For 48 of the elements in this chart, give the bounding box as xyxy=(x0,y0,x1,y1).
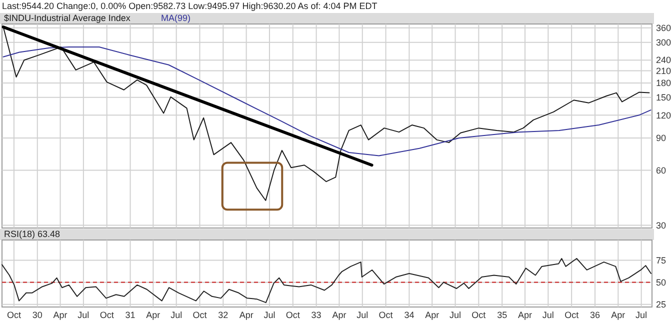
line-series xyxy=(2,46,652,156)
x-tick-label: Jul xyxy=(450,310,462,320)
x-tick-label: Oct xyxy=(564,310,580,320)
y-tick-label: 60 xyxy=(656,165,666,176)
line-series xyxy=(2,26,650,201)
x-tick-label: Oct xyxy=(100,310,114,320)
y-tick-label: 120 xyxy=(656,110,671,120)
y-tick-label: 75 xyxy=(656,255,666,266)
x-tick-label: 35 xyxy=(497,310,508,320)
x-tick-label: Jul xyxy=(170,310,182,320)
x-tick-label: Jul xyxy=(356,310,368,320)
line-series xyxy=(2,258,652,304)
y-tick-label: 360 xyxy=(656,23,671,34)
text: MA(99) xyxy=(161,13,191,23)
x-tick-label: Oct xyxy=(472,310,486,320)
x-tick-label: Jul xyxy=(636,310,648,320)
x-tick-label: 30 xyxy=(32,310,42,320)
x-tick-label: Oct xyxy=(192,310,208,320)
x-tick-label: Apr xyxy=(146,310,160,320)
y-tick-label: 50 xyxy=(656,277,666,288)
x-tick-label: Jul xyxy=(264,310,276,320)
x-tick-label: Oct xyxy=(286,310,300,320)
y-tick-label: 150 xyxy=(656,92,671,103)
x-tick-label: Jul xyxy=(542,310,554,320)
y-tick-label: 210 xyxy=(656,66,671,76)
y-tick-label: 30 xyxy=(656,220,666,230)
y-tick-label: 25 xyxy=(656,300,666,310)
text: RSI(18) 63.48 xyxy=(4,229,60,239)
x-tick-label: Apr xyxy=(425,310,440,320)
y-tick-label: 240 xyxy=(656,55,671,66)
y-tick-label: 300 xyxy=(656,38,671,48)
text: Last:9544.20 Change:0, 0.00% Open:9582.73 Low:9495.97 High:9630.20 As of: 4:04 PM EDT xyxy=(2,1,378,11)
x-tick-label: Apr xyxy=(239,310,254,320)
x-tick-label: 36 xyxy=(590,310,600,320)
y-tick-label: 180 xyxy=(656,78,671,88)
x-tick-label: 31 xyxy=(125,310,136,320)
x-tick-label: 33 xyxy=(311,310,322,320)
x-tick-label: Jul xyxy=(78,310,90,320)
x-tick-label: Oct xyxy=(378,310,394,320)
x-tick-label: Apr xyxy=(518,310,532,320)
x-tick-label: Oct xyxy=(6,310,22,320)
x-tick-label: 34 xyxy=(404,310,414,320)
x-tick-label: Apr xyxy=(611,310,626,320)
x-tick-label: Apr xyxy=(53,310,68,320)
series-label: $INDU-Industrial Average Index xyxy=(4,13,131,23)
x-tick-label: 32 xyxy=(218,310,228,320)
y-tick-label: 90 xyxy=(656,133,666,144)
x-tick-label: Apr xyxy=(332,310,346,320)
